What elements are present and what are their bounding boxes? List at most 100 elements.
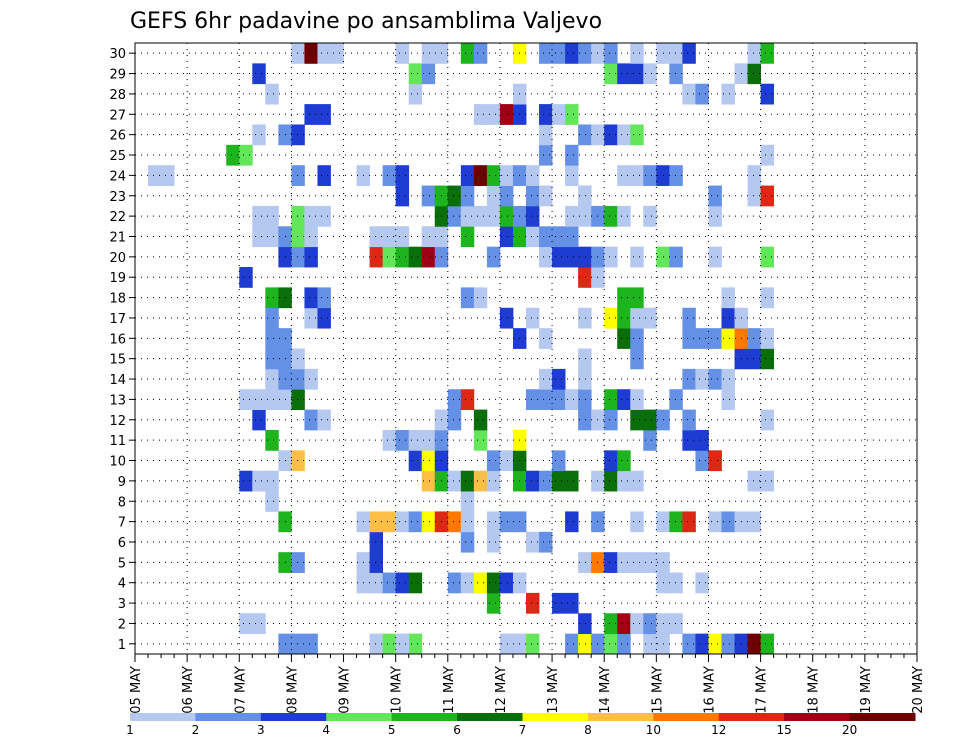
member-18-cell bbox=[317, 287, 331, 309]
ensemble-cells bbox=[148, 43, 775, 655]
member-22-cell bbox=[304, 205, 318, 227]
member-20-cell bbox=[539, 246, 553, 268]
y-tick-label: 7 bbox=[118, 516, 126, 531]
member-10-cell bbox=[617, 450, 631, 472]
member-5-cell bbox=[369, 552, 384, 573]
member-21-cell bbox=[291, 226, 305, 248]
member-22-cell bbox=[317, 205, 331, 227]
x-axis-ticks: 05 MAY 06 MAY 07 MAY 08 MAY 09 MAY 10 MAY 11 M… bbox=[129, 654, 926, 714]
member-30-cell bbox=[747, 43, 761, 64]
member-13-cell bbox=[578, 389, 592, 410]
member-21-cell bbox=[421, 226, 436, 248]
member-1-cell bbox=[617, 633, 631, 655]
member-1-cell bbox=[382, 633, 397, 655]
colorbar-label: 8 bbox=[584, 723, 592, 737]
member-10-cell bbox=[708, 450, 722, 472]
member-27-cell bbox=[317, 104, 331, 125]
member-26-cell bbox=[252, 124, 266, 146]
member-20-cell bbox=[630, 246, 644, 268]
member-30-cell bbox=[552, 43, 566, 64]
member-17-cell bbox=[526, 307, 540, 329]
colorbar-label: 4 bbox=[322, 723, 330, 737]
member-7-cell bbox=[565, 511, 579, 533]
member-20-cell bbox=[760, 246, 775, 268]
member-9-cell bbox=[604, 470, 618, 492]
member-23-cell bbox=[486, 185, 501, 207]
grid-lines bbox=[135, 43, 917, 654]
member-17-cell bbox=[643, 307, 657, 329]
member-30-cell bbox=[604, 43, 618, 64]
member-27-cell bbox=[486, 104, 501, 125]
member-9-cell bbox=[486, 470, 501, 492]
member-23-cell bbox=[539, 185, 553, 207]
member-6-cell bbox=[539, 531, 553, 553]
member-30-cell bbox=[304, 43, 318, 64]
member-11-cell bbox=[421, 429, 436, 451]
member-24-cell bbox=[526, 165, 540, 186]
member-14-cell bbox=[265, 368, 279, 390]
member-9-cell bbox=[473, 470, 488, 492]
member-9-cell bbox=[552, 470, 566, 492]
member-28-cell bbox=[760, 83, 775, 105]
member-30-cell bbox=[760, 43, 775, 64]
member-10-cell bbox=[291, 450, 305, 472]
member-1-cell bbox=[369, 633, 384, 655]
member-15-cell bbox=[630, 348, 644, 370]
member-11-cell bbox=[682, 429, 696, 451]
member-12-cell bbox=[473, 409, 488, 431]
member-20-cell bbox=[486, 246, 501, 268]
y-tick-label: 3 bbox=[118, 597, 126, 612]
member-13-cell bbox=[239, 389, 253, 410]
member-15-cell bbox=[747, 348, 761, 370]
member-12-cell bbox=[252, 409, 266, 431]
member-24-cell bbox=[460, 165, 475, 186]
member-15-cell bbox=[291, 348, 305, 370]
member-10-cell bbox=[499, 450, 514, 472]
member-28-cell bbox=[682, 83, 696, 105]
member-16-cell bbox=[708, 328, 722, 349]
y-tick-label: 26 bbox=[109, 129, 126, 144]
member-2-cell bbox=[604, 613, 618, 635]
member-15-cell bbox=[265, 348, 279, 370]
member-30-cell bbox=[473, 43, 488, 64]
member-1-cell bbox=[747, 633, 761, 655]
member-13-cell bbox=[291, 389, 305, 410]
colorbar-swatch bbox=[587, 713, 654, 721]
member-22-cell bbox=[565, 205, 579, 227]
x-tick-label: 13 MAY bbox=[546, 666, 561, 714]
member-14-cell bbox=[304, 368, 318, 390]
member-16-cell bbox=[539, 328, 553, 349]
colorbar-swatch bbox=[326, 713, 393, 721]
member-9-cell bbox=[630, 470, 644, 492]
member-3-cell bbox=[486, 592, 501, 614]
member-13-cell bbox=[265, 389, 279, 410]
member-16-cell bbox=[630, 328, 644, 349]
member-3-cell bbox=[565, 592, 579, 614]
member-27-cell bbox=[552, 104, 566, 125]
member-30-cell bbox=[421, 43, 436, 64]
member-18-cell bbox=[617, 287, 631, 309]
member-20-cell bbox=[408, 246, 423, 268]
colorbar-label: 3 bbox=[257, 723, 265, 737]
member-26-cell bbox=[617, 124, 631, 146]
member-21-cell bbox=[395, 226, 410, 248]
y-tick-label: 5 bbox=[118, 556, 126, 571]
member-2-cell bbox=[252, 613, 266, 635]
member-13-cell bbox=[539, 389, 553, 410]
member-4-cell bbox=[369, 572, 384, 594]
y-tick-label: 9 bbox=[118, 475, 126, 490]
member-26-cell bbox=[578, 124, 592, 146]
member-24-cell bbox=[643, 165, 657, 186]
y-tick-label: 24 bbox=[109, 169, 126, 184]
member-1-cell bbox=[695, 633, 709, 655]
colorbar-label: 2 bbox=[192, 723, 200, 737]
member-30-cell bbox=[669, 43, 683, 64]
member-22-cell bbox=[265, 205, 279, 227]
member-9-cell bbox=[617, 470, 631, 492]
member-1-cell bbox=[760, 633, 775, 655]
member-4-cell bbox=[460, 572, 475, 594]
member-17-cell bbox=[682, 307, 696, 329]
member-1-cell bbox=[578, 633, 592, 655]
x-tick-label: 07 MAY bbox=[233, 666, 248, 714]
member-12-cell bbox=[630, 409, 644, 431]
